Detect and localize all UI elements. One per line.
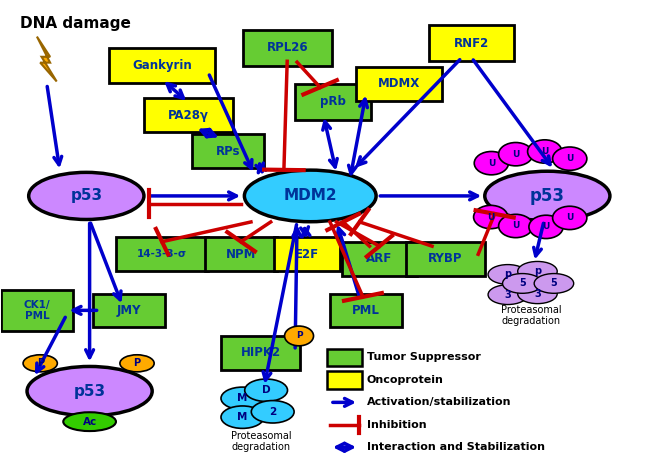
- FancyBboxPatch shape: [327, 349, 362, 367]
- Text: JMY: JMY: [117, 304, 141, 317]
- Ellipse shape: [488, 265, 527, 284]
- Text: PML: PML: [352, 304, 380, 317]
- Text: MDM2: MDM2: [283, 188, 337, 203]
- Text: E2F: E2F: [295, 248, 319, 261]
- Text: PA28γ: PA28γ: [168, 109, 209, 122]
- Circle shape: [284, 326, 313, 346]
- Text: 3: 3: [504, 290, 512, 300]
- Text: Proteasomal
degradation: Proteasomal degradation: [230, 430, 291, 452]
- Text: 14-3-3-σ: 14-3-3-σ: [137, 249, 187, 259]
- FancyBboxPatch shape: [296, 84, 371, 120]
- Text: M: M: [237, 393, 248, 404]
- Circle shape: [529, 215, 563, 239]
- Ellipse shape: [27, 367, 152, 416]
- Text: 2: 2: [269, 407, 277, 417]
- Text: P: P: [133, 358, 141, 368]
- Ellipse shape: [28, 172, 144, 219]
- Circle shape: [552, 206, 587, 229]
- Circle shape: [498, 143, 533, 166]
- Circle shape: [498, 214, 533, 238]
- Text: p53: p53: [73, 383, 106, 399]
- Text: RPL26: RPL26: [267, 41, 308, 54]
- Text: ARF: ARF: [366, 252, 393, 265]
- FancyBboxPatch shape: [110, 48, 214, 83]
- Ellipse shape: [120, 355, 154, 372]
- Text: D: D: [262, 385, 271, 395]
- Text: U: U: [488, 159, 495, 168]
- Ellipse shape: [517, 284, 557, 303]
- Text: P: P: [37, 358, 44, 368]
- Text: U: U: [566, 213, 574, 223]
- Circle shape: [474, 205, 508, 228]
- Text: 5: 5: [550, 278, 557, 288]
- Text: CK1/
PML: CK1/ PML: [24, 299, 50, 321]
- Ellipse shape: [221, 406, 264, 428]
- Ellipse shape: [244, 170, 376, 222]
- FancyBboxPatch shape: [341, 242, 417, 276]
- FancyBboxPatch shape: [330, 293, 403, 327]
- Text: RNF2: RNF2: [454, 37, 489, 50]
- Text: NPM: NPM: [226, 248, 256, 261]
- Text: U: U: [566, 154, 574, 163]
- Text: MDMX: MDMX: [378, 77, 420, 90]
- Ellipse shape: [488, 285, 527, 304]
- Text: p: p: [504, 270, 512, 280]
- Text: Ac: Ac: [82, 417, 97, 427]
- FancyBboxPatch shape: [221, 336, 300, 370]
- Text: Inhibition: Inhibition: [367, 420, 426, 430]
- Ellipse shape: [534, 274, 574, 293]
- Text: U: U: [512, 222, 519, 230]
- Ellipse shape: [221, 387, 264, 409]
- FancyBboxPatch shape: [205, 238, 277, 271]
- Text: Gankyrin: Gankyrin: [132, 59, 192, 72]
- Text: Interaction and Stabilization: Interaction and Stabilization: [367, 442, 545, 452]
- Text: p53: p53: [530, 187, 565, 205]
- FancyBboxPatch shape: [274, 238, 340, 271]
- Ellipse shape: [245, 379, 288, 401]
- FancyBboxPatch shape: [191, 134, 264, 168]
- FancyBboxPatch shape: [406, 242, 485, 276]
- Ellipse shape: [23, 355, 57, 372]
- Text: Tumor Suppressor: Tumor Suppressor: [367, 352, 480, 362]
- FancyBboxPatch shape: [144, 98, 233, 132]
- Text: pRb: pRb: [320, 95, 346, 108]
- Ellipse shape: [485, 171, 610, 221]
- Ellipse shape: [251, 401, 294, 423]
- Text: HIPK2: HIPK2: [241, 346, 281, 360]
- Text: U: U: [541, 147, 548, 156]
- Circle shape: [475, 151, 508, 175]
- Text: p: p: [534, 266, 541, 276]
- Text: M: M: [237, 412, 248, 422]
- FancyBboxPatch shape: [429, 26, 514, 61]
- Text: p53: p53: [70, 188, 102, 203]
- FancyBboxPatch shape: [1, 290, 73, 331]
- FancyBboxPatch shape: [93, 293, 166, 327]
- FancyBboxPatch shape: [116, 238, 208, 271]
- Ellipse shape: [63, 412, 116, 431]
- Circle shape: [552, 147, 587, 170]
- Text: Oncoprotein: Oncoprotein: [367, 375, 444, 385]
- Text: RPs: RPs: [216, 144, 240, 158]
- Text: U: U: [487, 213, 494, 222]
- Text: 3: 3: [534, 289, 541, 299]
- Polygon shape: [37, 37, 57, 81]
- Text: U: U: [543, 223, 550, 231]
- Text: 5: 5: [519, 278, 525, 288]
- Circle shape: [527, 140, 562, 163]
- Text: P: P: [296, 331, 302, 340]
- Text: Activation/stabilization: Activation/stabilization: [367, 398, 512, 407]
- FancyBboxPatch shape: [243, 30, 331, 66]
- Text: Proteasomal
degradation: Proteasomal degradation: [500, 304, 561, 326]
- Text: DNA damage: DNA damage: [20, 16, 131, 32]
- Ellipse shape: [517, 261, 557, 281]
- Text: RYBP: RYBP: [428, 252, 463, 265]
- FancyBboxPatch shape: [327, 371, 362, 389]
- FancyBboxPatch shape: [356, 67, 442, 101]
- Text: U: U: [512, 150, 519, 159]
- Ellipse shape: [502, 274, 542, 293]
